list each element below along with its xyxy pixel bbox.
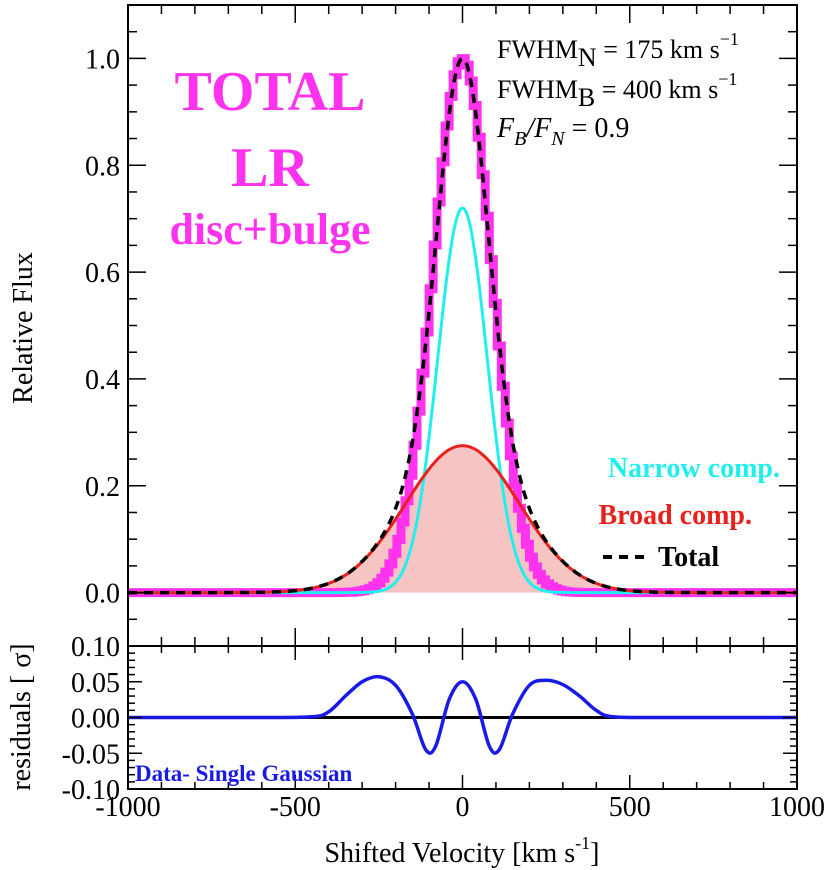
total-fit-line (128, 56, 797, 595)
residual-ticks: -0.10 -0.05 0.00 0.05 0.10 -1000 -500 0 500 1000 (62, 632, 825, 823)
res-y-tick-label: 0.00 (71, 704, 120, 735)
y-tick-label: 0.2 (85, 472, 120, 503)
y-tick-label: 0.4 (85, 365, 120, 396)
main-panel: 0.0 0.2 0.4 0.6 0.8 1.0 TOTAL LR disc+bulge F… (8, 4, 799, 647)
residual-y-axis-label: residuals [ σ] (6, 643, 37, 790)
x-tick-label: -1000 (95, 792, 160, 823)
residual-line (127, 674, 798, 755)
residual-legend: Data- Single Gaussian (135, 761, 352, 786)
res-y-tick-label: -0.10 (62, 775, 120, 806)
y-tick-label: 0.8 (85, 151, 120, 182)
legend-broad: Broad comp. (599, 500, 753, 531)
main-ticks: 0.0 0.2 0.4 0.6 0.8 1.0 (85, 4, 798, 647)
fwhm-narrow-annotation: FWHMN = 175 km s−1 (497, 29, 739, 72)
res-y-tick-label: 0.05 (71, 668, 120, 699)
x-tick-label: 0 (456, 792, 470, 823)
legend-narrow: Narrow comp. (608, 453, 780, 484)
x-tick-label: 1000 (769, 792, 825, 823)
flux-ratio-annotation: FB/FN = 0.9 (496, 113, 629, 150)
residuals-panel: -0.10-0.050.000.050.10-1000 -500 0 500 1000 … (6, 632, 825, 869)
fwhm-broad-annotation: FWHMB = 400 km s−1 (497, 69, 737, 112)
x-tick-label: -500 (270, 792, 321, 823)
x-tick-label: 500 (609, 792, 651, 823)
res-y-tick-label: -0.05 (62, 739, 120, 770)
x-axis-label: Shifted Velocity [km s-1] (324, 833, 599, 869)
legend-total: Total (658, 542, 719, 573)
y-tick-label: 0.6 (85, 258, 120, 289)
title-total: TOTAL (175, 61, 366, 123)
title-lr: LR (231, 137, 309, 199)
broad-component-fill (128, 445, 797, 593)
title-disc-bulge: disc+bulge (169, 205, 370, 254)
y-tick-label: 0.0 (85, 579, 120, 610)
y-axis-label: Relative Flux (8, 252, 39, 404)
y-tick-label: 1.0 (85, 44, 120, 75)
res-y-tick-label: 0.10 (71, 632, 120, 663)
